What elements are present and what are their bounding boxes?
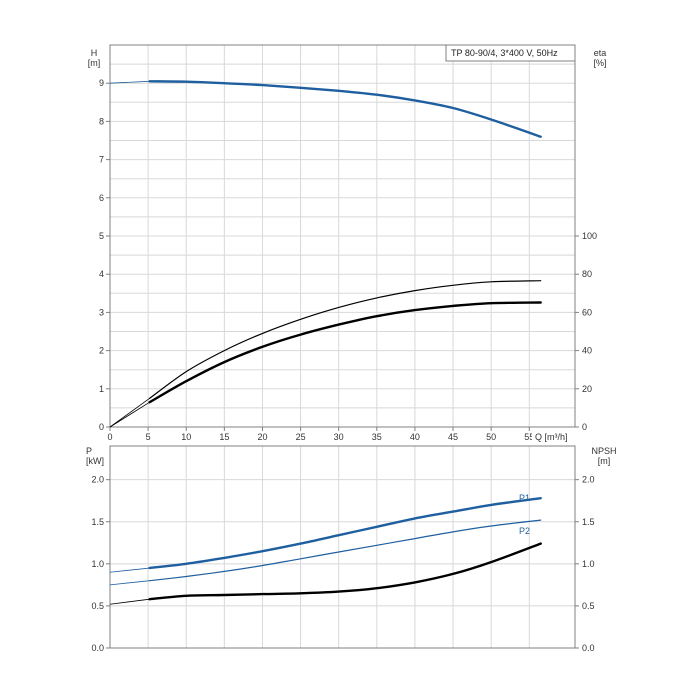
series-0-lead-in	[109, 567, 150, 573]
power-axis-label: P	[86, 446, 92, 456]
x-tick-label: 30	[334, 432, 344, 442]
y-right-tick-label: 1.5	[582, 517, 595, 527]
power-panel-frame	[109, 445, 576, 649]
y-left-tick-label: 0	[99, 422, 104, 432]
power-panel-series	[109, 497, 542, 605]
series-0-lead-in	[109, 80, 150, 84]
series-0-line	[148, 497, 542, 570]
x-tick-label: 10	[181, 432, 191, 442]
npsh-axis-ticks: 0.0 0.5 1.0 1.5 2.0	[575, 475, 595, 653]
y-right-tick-label: 40	[582, 346, 592, 356]
efficiency-axis-label: eta	[594, 48, 607, 58]
y-right-tick-label: 80	[582, 269, 592, 279]
head-panel-grid	[109, 45, 575, 428]
y-left-tick-label: 0.0	[91, 643, 104, 653]
efficiency-axis-ticks: 0 20 40 60 80 100	[575, 231, 597, 432]
series-2-lead-in	[109, 598, 150, 605]
y-right-tick-label: 20	[582, 384, 592, 394]
y-left-tick-label: 5	[99, 231, 104, 241]
y-left-tick-label: 2	[99, 346, 104, 356]
series-1-lead-in	[109, 580, 150, 586]
y-right-tick-label: 60	[582, 307, 592, 317]
head-panel-x-ticks: 0 5 10 15 20 25 30 35 40 45 50 55	[107, 427, 534, 442]
y-left-tick-label: 7	[99, 155, 104, 165]
x-axis-label: Q [m³/h]	[535, 432, 568, 442]
series-label-p1: P1	[519, 493, 530, 503]
y-left-tick-label: 1.5	[91, 517, 104, 527]
npsh-axis-unit: [m]	[598, 456, 611, 466]
x-axis-label-background	[532, 428, 574, 442]
y-left-tick-label: 3	[99, 307, 104, 317]
head-panel-series	[109, 80, 542, 428]
power-axis-unit: [kW]	[86, 456, 104, 466]
head-axis-label: H	[91, 48, 98, 58]
x-tick-label: 55	[524, 432, 534, 442]
x-tick-label: 20	[257, 432, 267, 442]
y-left-tick-label: 1	[99, 384, 104, 394]
x-tick-label: 0	[107, 432, 112, 442]
series-2-lead-in	[109, 401, 150, 428]
x-tick-label: 35	[372, 432, 382, 442]
power-axis-ticks: 0.0 0.5 1.0 1.5 2.0	[91, 475, 110, 653]
chart-title-box	[445, 44, 576, 62]
series-1-line	[149, 280, 542, 399]
series-2-line	[148, 301, 542, 404]
y-right-tick-label: 100	[582, 231, 597, 241]
head-axis-unit: [m]	[88, 58, 101, 68]
efficiency-axis-unit: [%]	[593, 58, 606, 68]
y-right-tick-label: 2.0	[582, 475, 595, 485]
npsh-axis-label: NPSH	[591, 446, 616, 456]
x-tick-label: 50	[486, 432, 496, 442]
power-panel-grid	[109, 446, 575, 649]
y-left-tick-label: 4	[99, 269, 104, 279]
series-2-line	[148, 542, 542, 601]
chart-title: TP 80-90/4, 3*400 V, 50Hz	[451, 48, 558, 58]
x-tick-label: 5	[146, 432, 151, 442]
series-1-line	[149, 519, 542, 582]
head-axis-ticks: 0 1 2 3 4 5 6 7 8 9	[99, 78, 110, 432]
y-left-tick-label: 0.5	[91, 601, 104, 611]
power-npsh-panel: 0.0 0.5 1.0 1.5 2.0 0.0 0.5 1.0 1.5 2.0 P [kW] N…	[86, 445, 617, 653]
y-right-tick-label: 0.0	[582, 643, 595, 653]
y-left-tick-label: 1.0	[91, 559, 104, 569]
y-left-tick-label: 9	[99, 78, 104, 88]
x-tick-label: 40	[410, 432, 420, 442]
series-1-lead-in	[109, 398, 150, 428]
x-tick-label: 25	[296, 432, 306, 442]
x-tick-label: 45	[448, 432, 458, 442]
y-left-tick-label: 8	[99, 116, 104, 126]
x-tick-label: 15	[219, 432, 229, 442]
y-left-tick-label: 6	[99, 193, 104, 203]
y-left-tick-label: 2.0	[91, 475, 104, 485]
y-right-tick-label: 0.5	[582, 601, 595, 611]
y-right-tick-label: 1.0	[582, 559, 595, 569]
series-0-line	[148, 80, 542, 138]
y-right-tick-label: 0	[582, 422, 587, 432]
series-label-p2: P2	[519, 526, 530, 536]
